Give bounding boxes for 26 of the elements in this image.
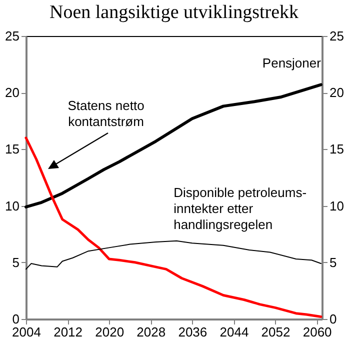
x-tick-label: 2036	[178, 324, 208, 340]
x-tick-label: 2012	[54, 324, 83, 340]
y2-tick-label: 20	[330, 85, 344, 100]
y-tick-label: 10	[5, 198, 20, 214]
y-tick-label: 25	[5, 28, 20, 44]
y-tick-label: 20	[5, 85, 20, 100]
chart-title: Noen langsiktige utviklingstrekk	[49, 2, 300, 23]
y2-tick-label: 0	[330, 312, 337, 326]
y-tick-label: 15	[5, 142, 20, 157]
line-series	[24, 136, 322, 318]
line-series	[26, 240, 322, 270]
y2-tick-label: 25	[330, 28, 344, 44]
series-label: Pensjoner	[262, 56, 322, 71]
text: Statens netto kontantstrøm	[68, 98, 144, 129]
y2-tick-label: 15	[330, 142, 344, 157]
y2-tick-label: 10	[330, 198, 344, 214]
x-tick-label: 2004	[12, 324, 41, 340]
x-tick-label: 2028	[136, 324, 166, 340]
x-tick-label: 2060	[302, 324, 332, 340]
x-tick-label: 2020	[95, 324, 124, 340]
y-tick-label: 5	[12, 254, 20, 270]
x-tick-label: 2052	[261, 324, 290, 340]
series-label: Disponible petroleums- inntekter etter handlingsregelen	[174, 184, 307, 232]
y2-tick-label: 5	[330, 254, 337, 270]
y-tick-label: 0	[12, 312, 20, 326]
x-tick-label: 2044	[220, 324, 249, 340]
